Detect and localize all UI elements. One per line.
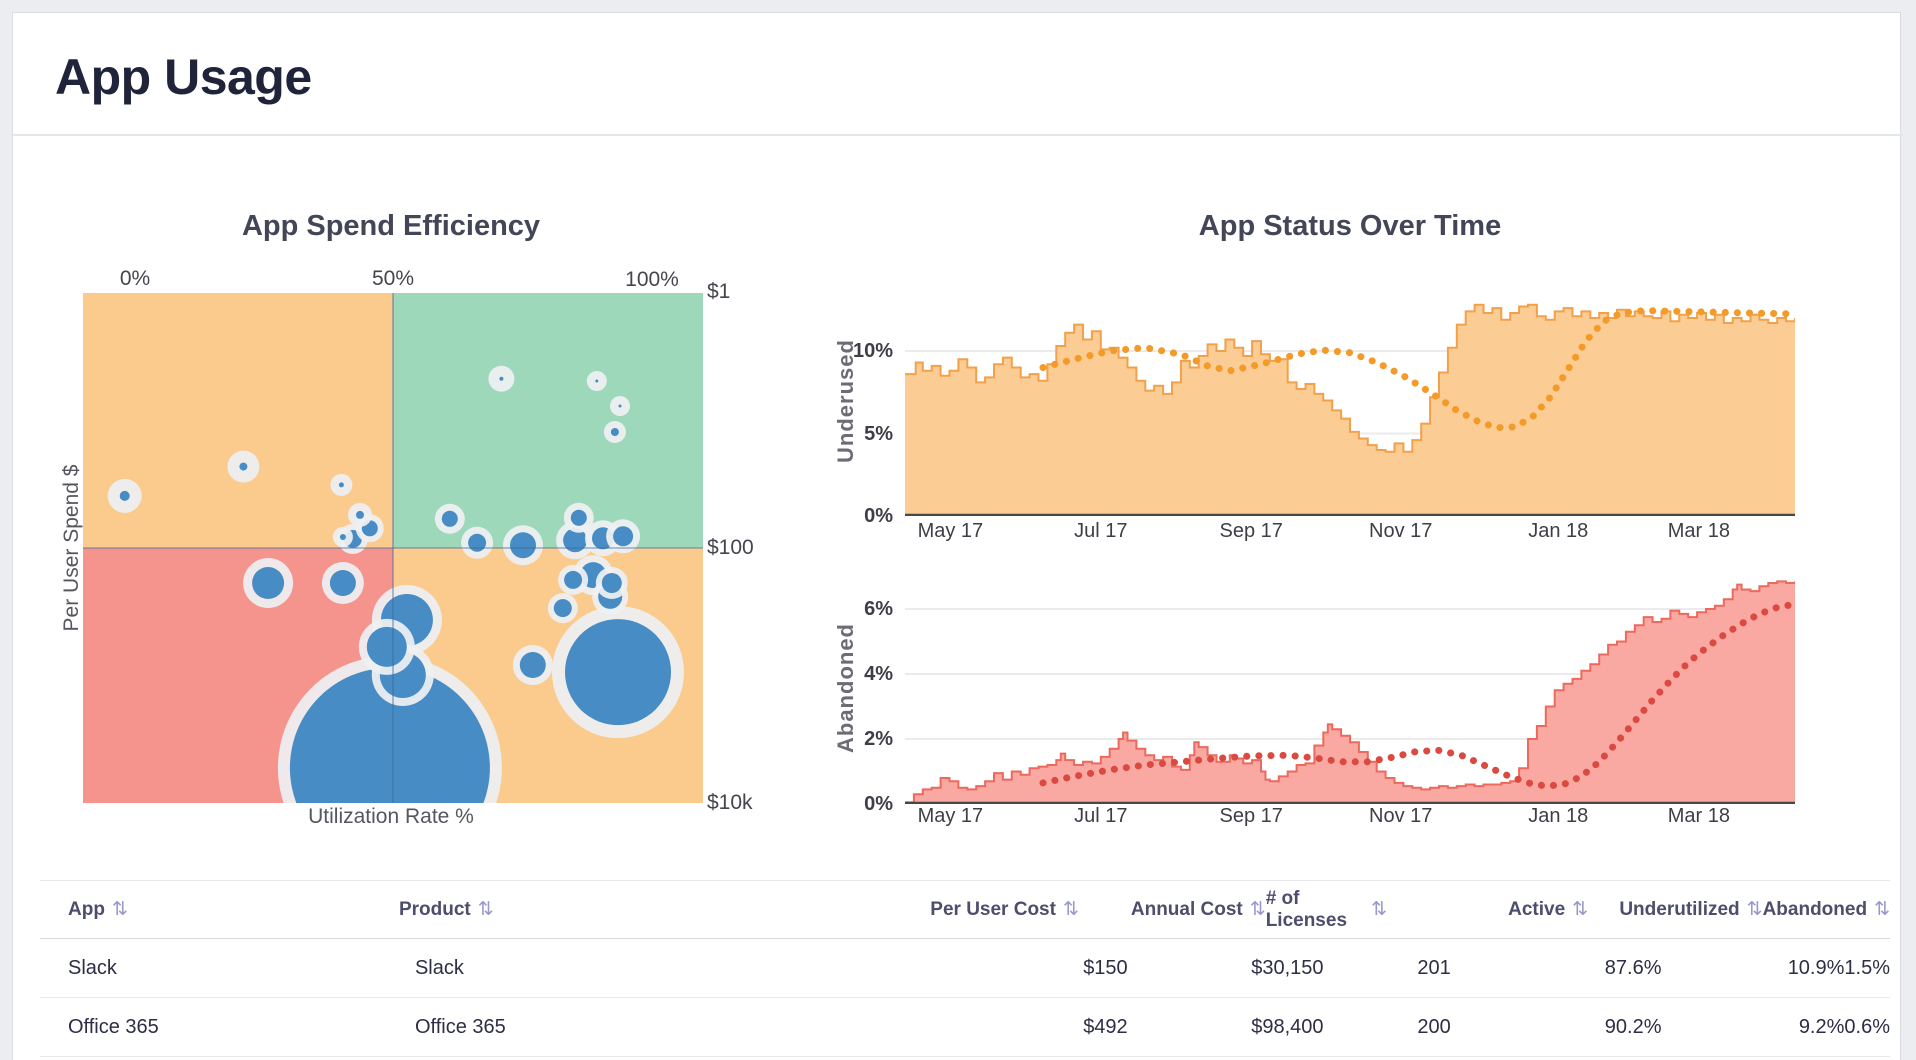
bubble	[499, 376, 504, 381]
abandoned-area-chart	[905, 580, 1795, 804]
trend-line	[1039, 600, 1795, 790]
table-cell: Office 365	[68, 1015, 159, 1038]
table-cell: Office 365	[414, 1015, 506, 1038]
header-divider	[13, 134, 1903, 136]
table-cell: $150	[1083, 956, 1128, 979]
bubble	[329, 570, 356, 596]
bubble	[610, 428, 619, 436]
column-header-label: Per User Cost	[930, 898, 1056, 920]
bubble	[510, 532, 536, 559]
column-header-product[interactable]: Product ⇅	[399, 898, 903, 921]
table-cell: Slack	[68, 956, 117, 979]
y-tick-label: $100	[707, 536, 754, 559]
column-header-label: Abandoned	[1762, 898, 1868, 920]
abandoned-axis-label: Abandoned	[833, 623, 858, 753]
area-fill	[905, 304, 1795, 516]
table-cell: Slack	[414, 956, 464, 979]
status-charts-title: App Status Over Time	[1198, 210, 1502, 242]
table-cell: $98,400	[1251, 1015, 1324, 1038]
sort-icon[interactable]: ⇅	[1874, 899, 1890, 920]
column-header-label: Underutilized	[1619, 898, 1740, 920]
bubble	[119, 490, 130, 501]
column-header-label: Annual Cost	[1130, 898, 1243, 920]
bubble	[553, 599, 572, 618]
table-cell: 87.6%	[1604, 956, 1662, 979]
column-header-app[interactable]: App ⇅	[68, 898, 399, 921]
area-line	[905, 580, 1795, 804]
sort-icon[interactable]: ⇅	[1371, 899, 1388, 920]
bubble-chart-title: App Spend Efficiency	[241, 210, 541, 242]
bubble	[601, 573, 622, 593]
bubble	[468, 533, 487, 552]
bubble	[618, 404, 622, 408]
table-row: Office 365 Office 365 $492 $98,400 200 90.2% 9…	[40, 998, 1890, 1057]
bubble	[289, 667, 490, 803]
sort-icon[interactable]: ⇅	[111, 899, 128, 920]
table-cell: 0.6%	[1844, 1015, 1890, 1038]
column-header-annual-cost[interactable]: Annual Cost ⇅	[1079, 898, 1266, 921]
table-cell: 200	[1417, 1015, 1451, 1038]
bubble	[570, 509, 587, 526]
column-header-label: App	[68, 898, 105, 920]
bubble	[595, 379, 599, 383]
underused-axis-label: Underused	[833, 339, 858, 463]
x-tick-label: 100%	[625, 268, 679, 291]
table-cell: 90.2%	[1604, 1015, 1662, 1038]
bubble	[564, 570, 583, 589]
column-header--of-licenses[interactable]: # of Licenses ⇅	[1266, 888, 1387, 932]
sort-icon[interactable]: ⇅	[1249, 899, 1266, 920]
sort-icon[interactable]: ⇅	[1572, 899, 1589, 920]
table-cell: 201	[1417, 956, 1451, 979]
bubble	[366, 626, 407, 667]
x-axis-title: Utilization Rate %	[308, 805, 474, 828]
table-row: Slack Slack $150 $30,150 201 87.6% 10.9% 1.5%	[40, 939, 1890, 998]
bubble	[441, 510, 458, 527]
column-header-abandoned[interactable]: Abandoned ⇅	[1763, 898, 1890, 921]
x-tick-label: 0%	[119, 267, 151, 290]
table-cell: 9.2%	[1798, 1015, 1845, 1038]
sort-icon[interactable]: ⇅	[1746, 899, 1763, 920]
sort-icon[interactable]: ⇅	[1062, 899, 1079, 920]
area-line	[905, 303, 1795, 453]
column-header-underutilized[interactable]: Underutilized ⇅	[1588, 898, 1762, 921]
column-header-label: Product	[398, 898, 471, 920]
bubble	[339, 534, 346, 540]
bubble	[613, 526, 634, 547]
bubble	[519, 652, 546, 678]
table-top-border	[40, 880, 1890, 881]
column-header-label: Active	[1508, 898, 1566, 920]
bubble	[356, 510, 364, 519]
trend-line	[1039, 307, 1795, 432]
y-tick-label: $1	[707, 280, 731, 303]
column-header-per-user-cost[interactable]: Per User Cost ⇅	[903, 898, 1079, 921]
bubble	[252, 567, 285, 599]
table-cell: 1.5%	[1844, 956, 1890, 979]
table-cell: 10.9%	[1787, 956, 1845, 979]
table-cell: $30,150	[1251, 956, 1324, 979]
x-tick-label: 50%	[371, 267, 415, 290]
bubble	[563, 528, 588, 553]
bubble	[338, 482, 344, 488]
y-tick-label: $10k	[707, 791, 753, 814]
table-header-row: App ⇅ Product ⇅ Per User Cost ⇅ Annual Cost ⇅ # …	[40, 881, 1890, 939]
underused-area-chart	[905, 303, 1795, 516]
page-title: App Usage	[55, 49, 312, 105]
area-fill	[905, 581, 1795, 804]
sort-icon[interactable]: ⇅	[477, 899, 494, 920]
table-cell: $492	[1083, 1015, 1128, 1038]
column-header-label: # of Licenses	[1265, 887, 1348, 931]
y-axis-title: Per User Spend $	[60, 464, 83, 632]
bubble	[239, 462, 248, 471]
column-header-active[interactable]: Active ⇅	[1387, 898, 1588, 921]
bubble	[565, 619, 671, 726]
bubble-quadrant-chart	[83, 293, 703, 803]
